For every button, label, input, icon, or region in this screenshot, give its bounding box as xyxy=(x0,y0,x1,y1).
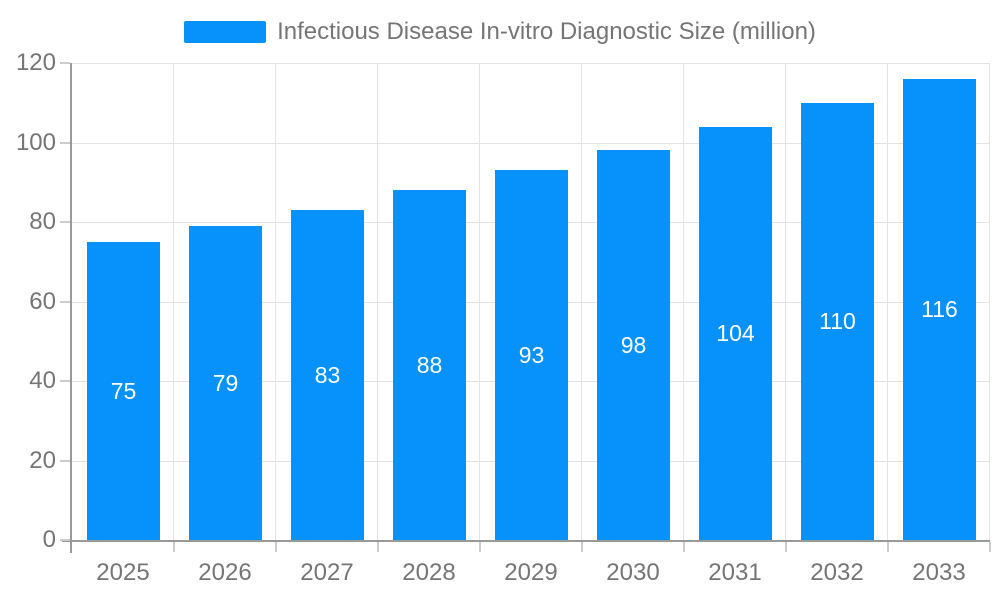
x-axis-label: 2030 xyxy=(606,559,660,586)
y-axis-label: 20 xyxy=(29,446,56,474)
x-axis-tick xyxy=(887,542,889,552)
bar-2031[interactable] xyxy=(699,126,772,540)
gridline-vertical xyxy=(785,63,786,540)
bar-2030[interactable] xyxy=(597,150,670,540)
x-axis-label: 2026 xyxy=(198,559,252,586)
bar-2029[interactable] xyxy=(495,170,568,540)
gridline-horizontal xyxy=(72,142,990,144)
gridline-vertical xyxy=(173,63,174,540)
x-axis-tick xyxy=(479,542,481,552)
y-axis-label: 120 xyxy=(15,49,56,76)
bar-value-label: 79 xyxy=(212,369,239,396)
y-axis-label: 40 xyxy=(29,367,56,394)
bar-2027[interactable] xyxy=(291,210,364,540)
bar-value-label: 110 xyxy=(819,308,856,335)
x-axis-label: 2027 xyxy=(300,559,354,586)
gridline-horizontal xyxy=(72,63,990,64)
y-axis-label: 80 xyxy=(29,208,56,235)
x-axis-label: 2032 xyxy=(810,559,864,586)
y-axis-tick xyxy=(60,380,70,382)
y-axis-label: 100 xyxy=(15,128,56,156)
bar-value-label: 104 xyxy=(716,320,755,347)
x-axis-tick xyxy=(377,542,379,552)
x-axis-tick xyxy=(989,542,991,552)
legend-swatch[interactable] xyxy=(184,21,267,43)
x-axis-tick xyxy=(683,542,685,552)
x-axis-label: 2028 xyxy=(402,559,456,586)
x-axis-line xyxy=(62,540,990,542)
x-axis-tick xyxy=(173,542,175,552)
y-axis-line xyxy=(70,63,72,553)
bar-value-label: 98 xyxy=(620,332,647,359)
legend-label[interactable]: Infectious Disease In-vitro Diagnostic S… xyxy=(277,18,816,45)
bar-2025[interactable] xyxy=(87,241,160,540)
y-axis-label: 0 xyxy=(42,526,56,553)
bar-2028[interactable] xyxy=(393,190,466,540)
gridline-vertical xyxy=(377,63,378,540)
bar-value-label: 75 xyxy=(110,377,137,404)
bar-value-label: 83 xyxy=(314,362,341,389)
x-axis-label: 2025 xyxy=(96,559,150,586)
x-axis-label: 2031 xyxy=(708,559,762,586)
bar-value-label: 93 xyxy=(518,342,545,369)
y-axis-tick xyxy=(60,539,70,541)
gridline-vertical xyxy=(887,63,888,540)
y-axis-label: 60 xyxy=(29,287,56,315)
gridline-vertical xyxy=(989,63,990,540)
y-axis-tick xyxy=(60,221,70,223)
x-axis-label: 2029 xyxy=(504,559,558,586)
gridline-vertical xyxy=(683,63,684,540)
y-axis-tick xyxy=(60,62,70,64)
x-axis-tick xyxy=(275,542,277,552)
gridline-vertical xyxy=(581,63,582,540)
x-axis-tick xyxy=(785,542,787,552)
y-axis-tick xyxy=(60,141,70,144)
x-axis-tick xyxy=(581,542,583,552)
y-axis-tick xyxy=(60,300,70,303)
gridline-vertical xyxy=(275,63,276,540)
gridline-vertical xyxy=(479,63,480,540)
y-axis-tick xyxy=(60,459,70,462)
legend: Infectious Disease In-vitro Diagnostic S… xyxy=(0,14,1000,50)
bar-2032[interactable] xyxy=(801,102,874,540)
bar-value-label: 116 xyxy=(921,296,958,323)
x-axis-label: 2033 xyxy=(912,559,966,586)
bar-2026[interactable] xyxy=(189,225,262,540)
bar-2033[interactable] xyxy=(903,78,976,540)
plot-area: 75 79 83 88 93 98 104 110 116 xyxy=(72,63,990,540)
bar-value-label: 88 xyxy=(416,352,443,379)
